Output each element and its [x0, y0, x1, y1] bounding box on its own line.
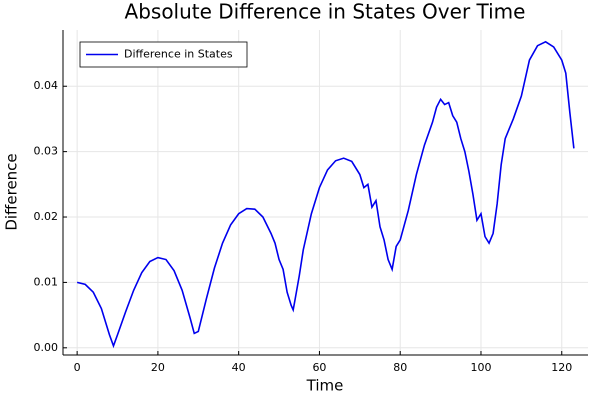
x-tick-label: 80 — [393, 361, 407, 374]
x-tick-label: 60 — [312, 361, 326, 374]
x-tick-label: 120 — [551, 361, 572, 374]
y-tick-label: 0.00 — [34, 341, 59, 354]
y-axis-label: Difference — [3, 153, 21, 230]
x-tick-label: 40 — [232, 361, 246, 374]
y-tick-label: 0.03 — [34, 145, 59, 158]
legend-label: Difference in States — [124, 48, 233, 61]
y-tick-label: 0.01 — [34, 275, 59, 288]
y-tick-label: 0.02 — [34, 210, 59, 223]
x-tick-label: 100 — [470, 361, 491, 374]
x-tick-label: 0 — [74, 361, 81, 374]
x-tick-label: 20 — [151, 361, 165, 374]
data-line — [76, 40, 575, 349]
y-tick-label: 0.04 — [34, 79, 59, 92]
x-axis-label: Time — [306, 377, 344, 395]
chart-title: Absolute Difference in States Over Time — [125, 0, 526, 24]
